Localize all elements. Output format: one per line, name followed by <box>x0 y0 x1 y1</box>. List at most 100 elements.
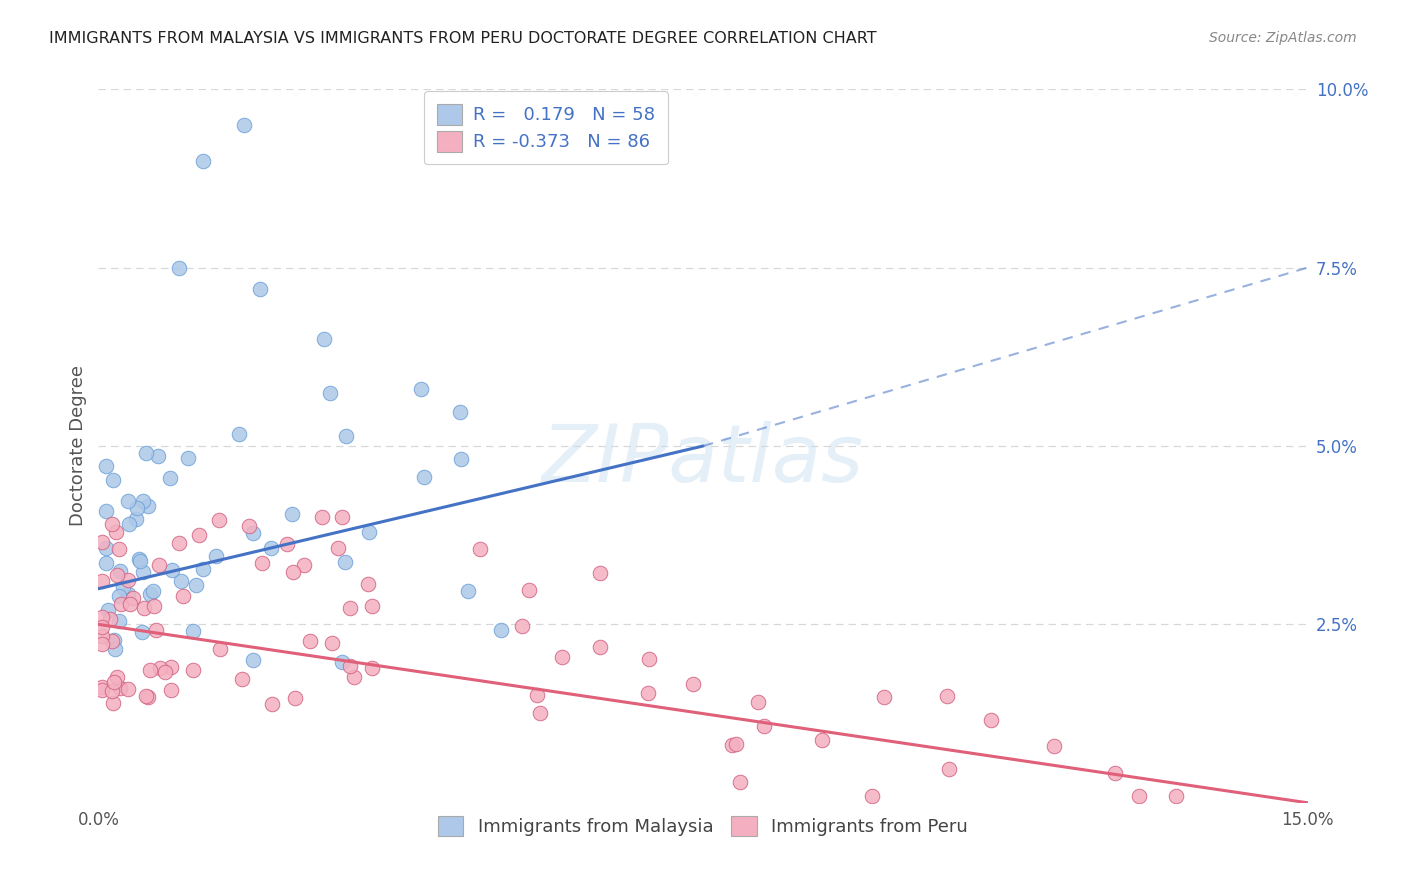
Point <box>169 536 191 550</box>
Point <box>281 565 304 579</box>
Point <box>136 690 159 705</box>
Point <box>177 450 200 465</box>
Point <box>117 587 139 601</box>
Point <box>108 589 131 603</box>
Point <box>107 615 129 629</box>
Point <box>193 562 215 576</box>
Point <box>489 624 512 638</box>
Point <box>193 153 215 168</box>
Point <box>450 452 472 467</box>
Point <box>91 680 114 694</box>
Point <box>129 554 152 568</box>
Point <box>142 583 165 598</box>
Point <box>91 574 114 589</box>
Point <box>136 499 159 513</box>
Point <box>519 582 541 597</box>
Point <box>409 382 432 396</box>
Legend: Immigrants from Malaysia, Immigrants from Peru: Immigrants from Malaysia, Immigrants fro… <box>427 805 979 847</box>
Point <box>752 718 775 732</box>
Point <box>159 471 181 485</box>
Point <box>181 663 204 677</box>
Point <box>111 580 134 594</box>
Point <box>311 510 333 524</box>
Y-axis label: Doctorate Degree: Doctorate Degree <box>69 366 87 526</box>
Point <box>110 564 132 578</box>
Point <box>110 597 132 611</box>
Point <box>167 260 190 275</box>
Point <box>181 624 204 638</box>
Point <box>160 659 183 673</box>
Point <box>135 446 157 460</box>
Point <box>318 385 340 400</box>
Point <box>1128 789 1150 803</box>
Point <box>124 512 146 526</box>
Point <box>810 733 832 747</box>
Point <box>118 517 141 532</box>
Point <box>360 599 382 613</box>
Point <box>101 516 124 531</box>
Point <box>146 449 169 463</box>
Point <box>138 587 160 601</box>
Point <box>101 684 124 698</box>
Point <box>172 590 194 604</box>
Point <box>449 405 471 419</box>
Point <box>204 549 226 563</box>
Point <box>343 670 366 684</box>
Point <box>330 655 353 669</box>
Point <box>91 682 114 697</box>
Point <box>330 510 353 524</box>
Point <box>117 681 139 696</box>
Point <box>242 526 264 541</box>
Point <box>145 623 167 637</box>
Point <box>281 507 304 521</box>
Point <box>187 527 209 541</box>
Point <box>1043 739 1066 753</box>
Point <box>326 541 349 556</box>
Point <box>936 690 959 704</box>
Point <box>638 651 661 665</box>
Point <box>860 789 883 803</box>
Point <box>142 599 165 613</box>
Point <box>105 568 128 582</box>
Point <box>104 525 127 540</box>
Point <box>314 332 336 346</box>
Point <box>938 762 960 776</box>
Point <box>118 598 141 612</box>
Point <box>873 690 896 705</box>
Point <box>103 633 125 648</box>
Point <box>117 494 139 508</box>
Point <box>551 650 574 665</box>
Point <box>91 629 114 643</box>
Point <box>339 600 361 615</box>
Point <box>208 513 231 527</box>
Point <box>747 695 769 709</box>
Point <box>117 573 139 587</box>
Point <box>105 670 128 684</box>
Point <box>232 118 254 132</box>
Point <box>298 633 321 648</box>
Point <box>96 458 118 473</box>
Text: Source: ZipAtlas.com: Source: ZipAtlas.com <box>1209 31 1357 45</box>
Point <box>238 518 260 533</box>
Point <box>242 653 264 667</box>
Point <box>159 682 181 697</box>
Point <box>104 641 127 656</box>
Point <box>1104 765 1126 780</box>
Point <box>160 563 183 577</box>
Point <box>121 591 143 606</box>
Point <box>357 577 380 591</box>
Point <box>335 428 357 442</box>
Point <box>135 689 157 703</box>
Point <box>91 619 114 633</box>
Point <box>249 282 271 296</box>
Point <box>101 696 124 710</box>
Point <box>457 584 479 599</box>
Point <box>153 665 176 679</box>
Point <box>1166 789 1188 803</box>
Point <box>292 558 315 572</box>
Point <box>96 556 118 570</box>
Point <box>149 661 172 675</box>
Point <box>108 542 131 557</box>
Point <box>728 775 751 789</box>
Point <box>361 661 384 675</box>
